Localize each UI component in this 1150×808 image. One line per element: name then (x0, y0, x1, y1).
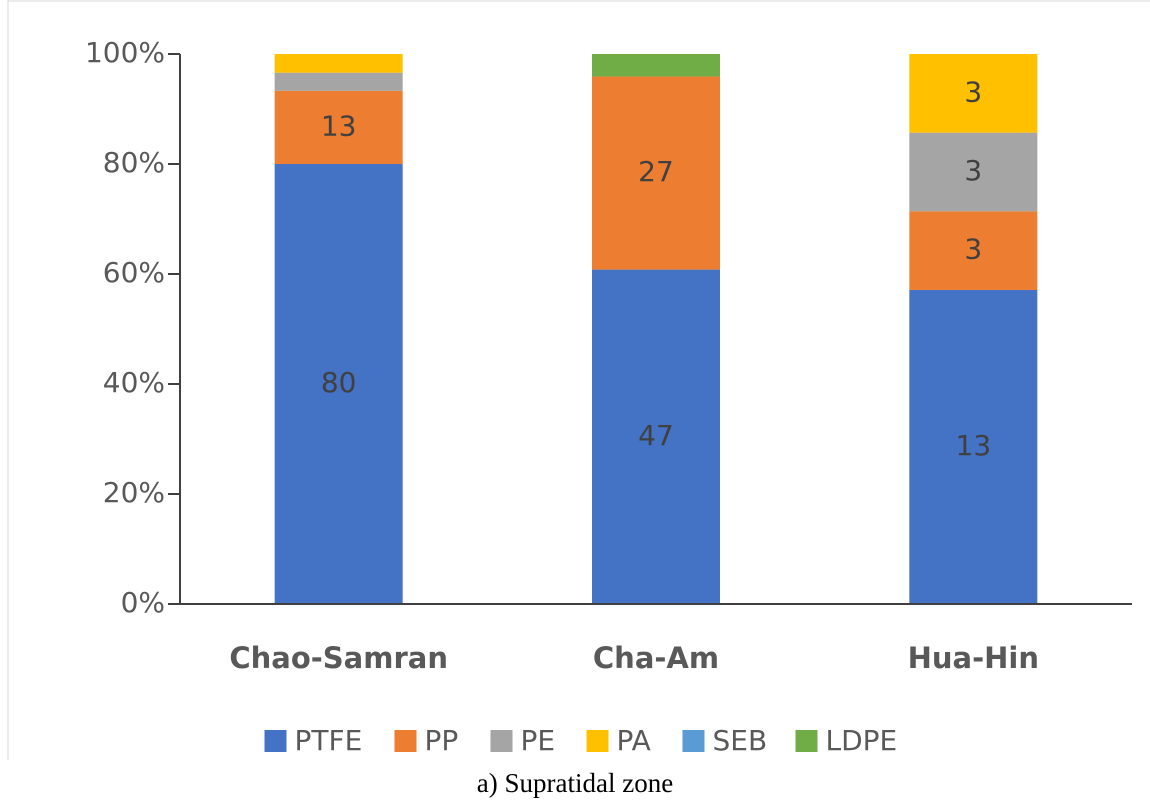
bar-segment (592, 269, 720, 604)
data-label: 3 (964, 233, 982, 266)
legend-swatch (394, 730, 417, 752)
legend-swatch (795, 730, 818, 752)
legend-label: PA (617, 724, 651, 757)
legend-swatch (264, 730, 287, 752)
data-label: 27 (638, 155, 674, 188)
data-label: 47 (638, 419, 674, 452)
legend-label: PE (521, 724, 556, 757)
y-tick-label: 80% (103, 146, 165, 179)
y-tick-label: 40% (103, 366, 165, 399)
legend-swatch (586, 730, 609, 752)
bar-segment (274, 164, 403, 604)
bar-segment (592, 54, 720, 77)
data-label: 3 (964, 154, 982, 187)
legend-label: LDPE (826, 724, 898, 757)
legend-label: PTFE (295, 724, 363, 757)
bar-segment (592, 76, 720, 270)
bar-segment (274, 72, 403, 91)
bar-segment (274, 90, 403, 164)
bar-segment (909, 54, 1038, 133)
x-tick-label: Cha-Am (593, 641, 719, 675)
legend-swatch (490, 730, 513, 752)
data-label: 80 (321, 366, 357, 399)
legend-swatch (682, 730, 705, 752)
x-tick-label: Hua-Hin (908, 641, 1039, 675)
data-label: 13 (321, 109, 357, 142)
legend-label: SEB (713, 724, 768, 757)
bar-segment (909, 211, 1038, 290)
y-tick-label: 60% (103, 256, 165, 289)
legend-label: PP (425, 724, 459, 757)
y-tick-label: 100% (85, 36, 165, 69)
bar-segment (909, 289, 1038, 604)
x-tick-label: Chao-Samran (229, 641, 448, 675)
data-label: 3 (964, 75, 982, 108)
y-tick-label: 0% (121, 586, 165, 619)
caption: a) Supratidal zone (477, 768, 673, 798)
bar-segment (274, 54, 403, 73)
y-tick-label: 20% (103, 476, 165, 509)
bar-segment (909, 132, 1038, 212)
data-label: 13 (956, 429, 992, 462)
